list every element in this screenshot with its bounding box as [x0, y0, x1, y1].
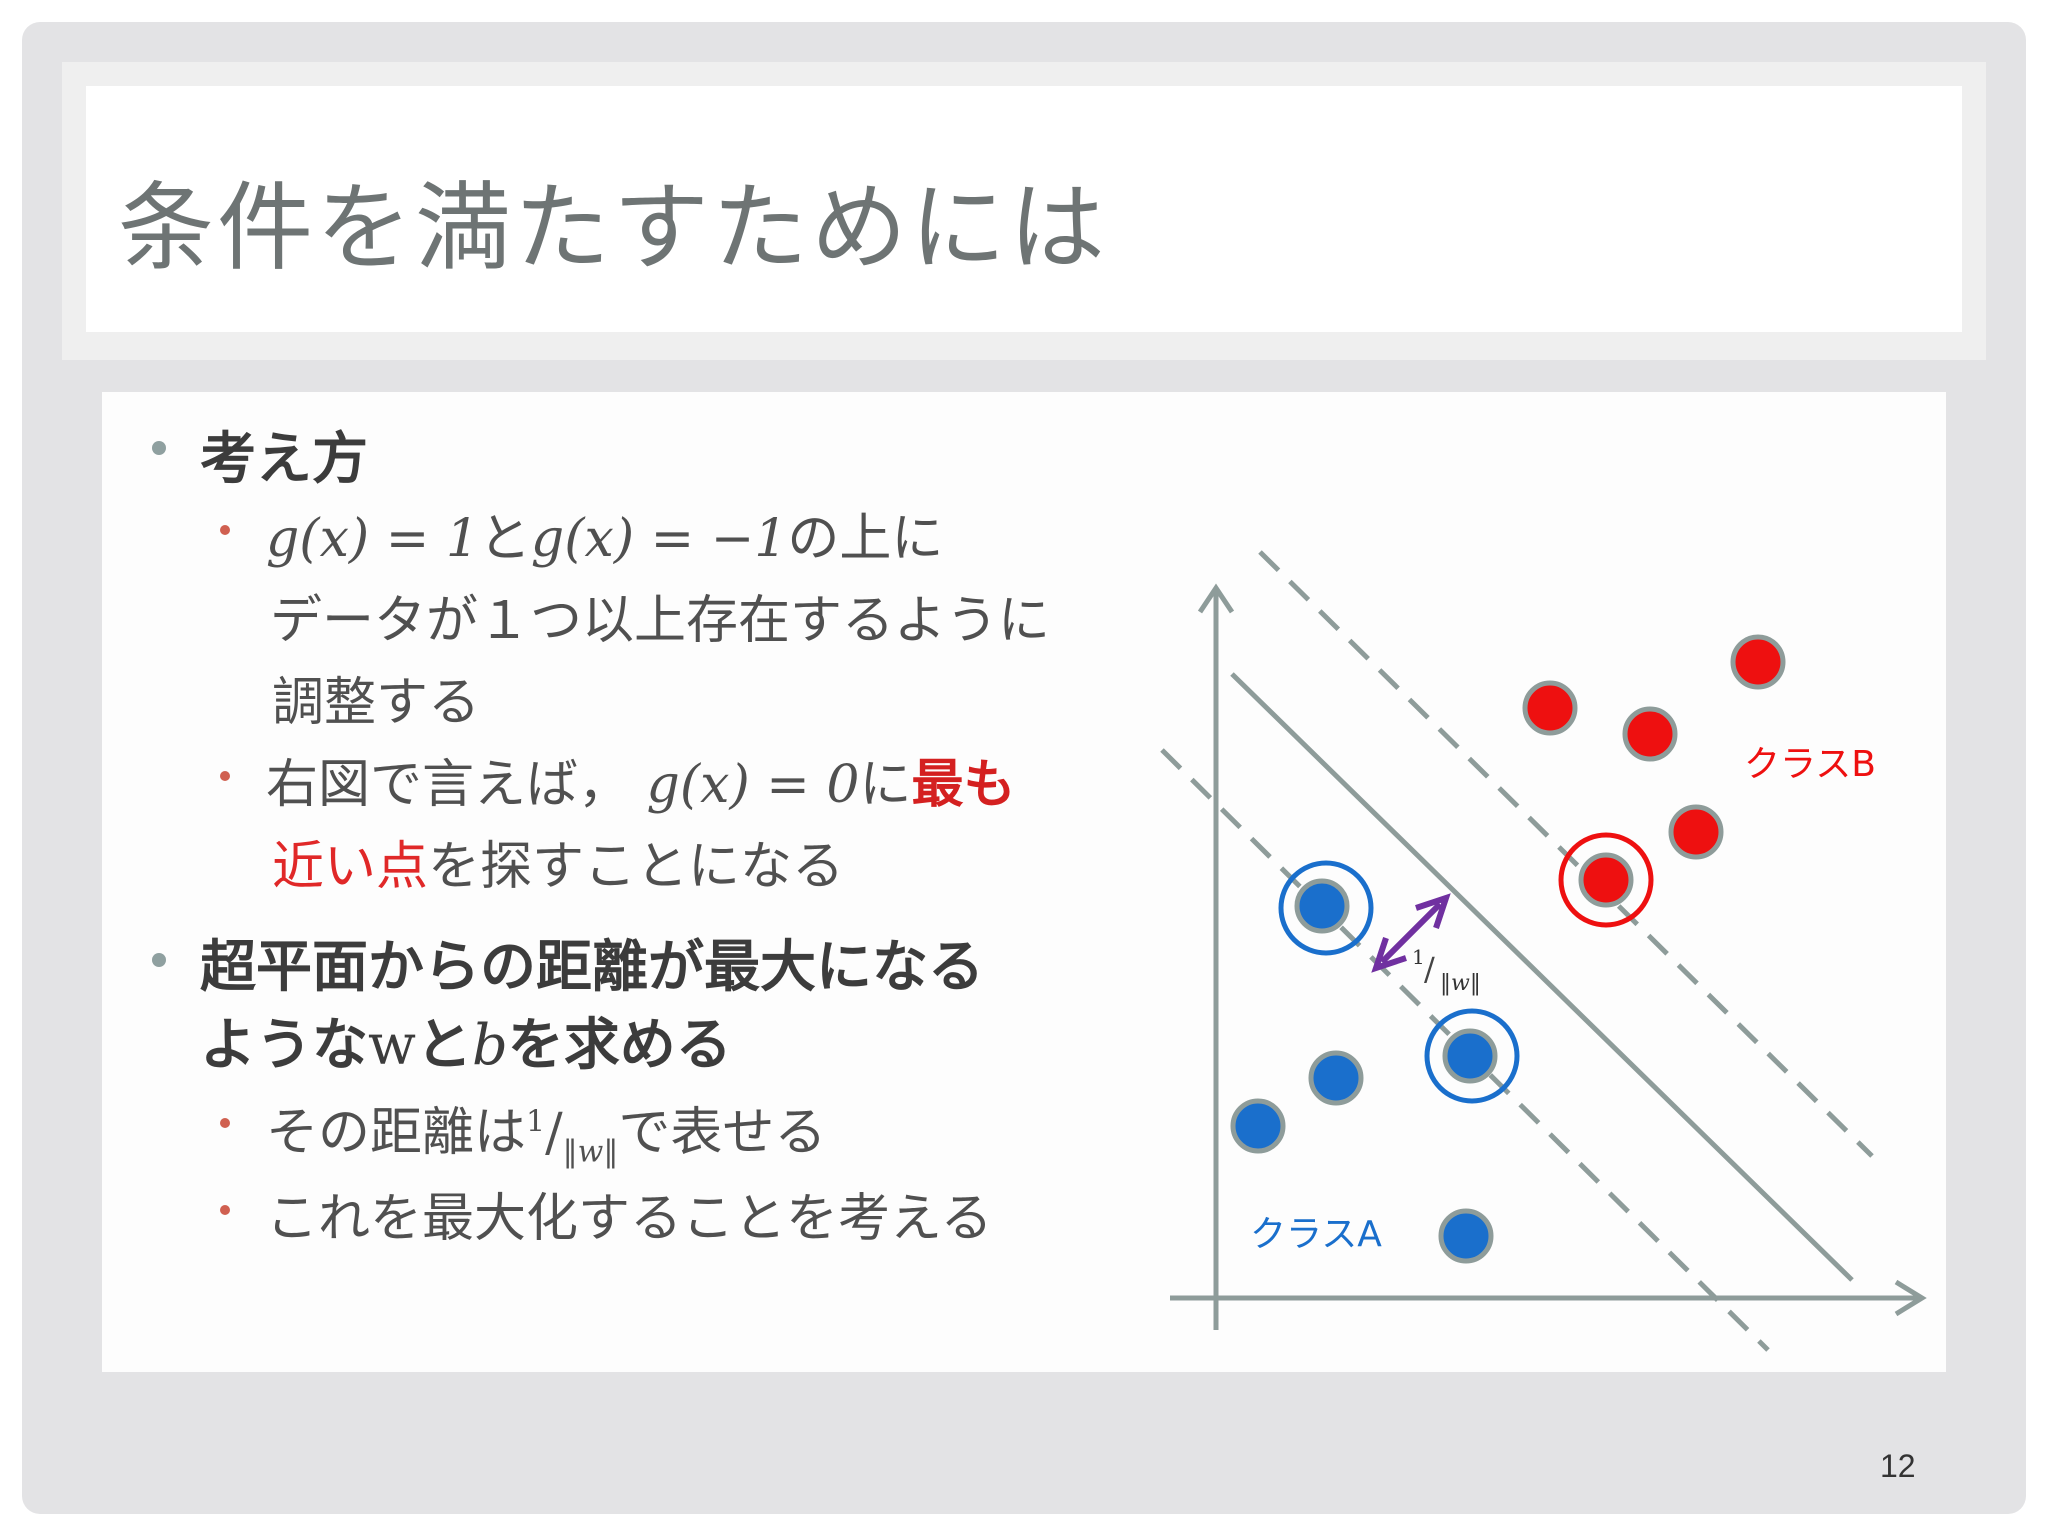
x-axis-arrowhead — [1894, 1279, 1927, 1317]
support-vector-ring — [1558, 832, 1654, 928]
bullet-maximize-line2: ようなwとbを求める — [200, 1013, 732, 1078]
sub-bullet-dot — [220, 1118, 230, 1128]
y-axis-arrowhead — [1197, 583, 1235, 614]
decision-boundary — [1230, 672, 1854, 1282]
class-a-point — [1230, 1098, 1286, 1154]
class-a-support-vector — [1294, 878, 1350, 934]
sub-bullet-dot — [220, 771, 230, 781]
equation-g-minus-one: g(x) = −1 — [530, 509, 788, 569]
class-b-point — [1622, 706, 1678, 762]
margin-line-upper — [1258, 550, 1874, 1158]
page-number: 12 — [1880, 1448, 1916, 1484]
bullet-thinking: 考え方 — [200, 427, 368, 492]
fraction-slash: / — [545, 1103, 563, 1163]
sub-bullet-maximize: これを最大化することを考える — [266, 1189, 993, 1249]
margin-arrowhead-upper — [1415, 893, 1451, 929]
title-box — [86, 86, 1962, 332]
bullet-maximize-line1: 超平面からの距離が最大になる — [200, 935, 984, 1000]
class-b-point — [1522, 680, 1578, 736]
fraction-denominator: ‖w‖ — [562, 1134, 619, 1170]
support-vector-ring — [1424, 1008, 1520, 1104]
svm-margin-figure: 1 / ‖w‖ クラスB クラスA — [1160, 550, 1927, 1352]
margin-label-slash: / — [1424, 950, 1435, 988]
class-a-label: クラスA — [1250, 1214, 1382, 1255]
class-a-support-vector — [1442, 1028, 1498, 1084]
bullet-dot — [152, 441, 166, 455]
sub-bullet-nearest-line1: 右図で言えば， g(x) = 0に最も — [266, 755, 1016, 815]
fraction-numerator: 1 — [526, 1104, 546, 1140]
content-area — [102, 392, 1946, 1372]
sub-bullet-condition-line1: g(x) = 1とg(x) = −1の上に — [266, 509, 944, 569]
class-b-support-vector — [1578, 852, 1634, 908]
class-b-point — [1730, 634, 1786, 690]
class-b-point — [1668, 804, 1724, 860]
equation-g-plus-one: g(x) = 1 — [266, 509, 479, 569]
variable-w: w — [368, 1013, 416, 1078]
sub-bullet-dot — [220, 1205, 230, 1215]
class-a-point — [1438, 1208, 1494, 1264]
margin-arrow — [1379, 901, 1443, 965]
sub-bullet-nearest-line2: 近い点を探すことになる — [272, 837, 845, 897]
sub-bullet-condition-line3: 調整する — [272, 673, 481, 733]
sub-bullet-dot — [220, 525, 230, 535]
highlight-near-point: 近い点 — [272, 837, 429, 897]
sub-bullet-distance: その距離は1/‖w‖で表せる — [266, 1103, 827, 1170]
variable-b: b — [471, 1013, 508, 1078]
slide-title: 条件を満たすためには — [118, 172, 1108, 284]
margin-label-numerator: 1 — [1412, 945, 1425, 969]
class-b-label: クラスB — [1744, 744, 1876, 785]
bullet-dot — [152, 953, 166, 967]
sub-bullet-condition-line2: データが１つ以上存在するように — [270, 591, 1051, 651]
class-a-point — [1308, 1050, 1364, 1106]
margin-label-denominator: ‖w‖ — [1440, 971, 1481, 996]
margin-arrowhead-lower — [1371, 937, 1407, 973]
highlight-closest: 最も — [911, 755, 1016, 815]
equation-g-zero: g(x) = 0 — [646, 755, 860, 815]
support-vector-ring — [1278, 860, 1374, 956]
